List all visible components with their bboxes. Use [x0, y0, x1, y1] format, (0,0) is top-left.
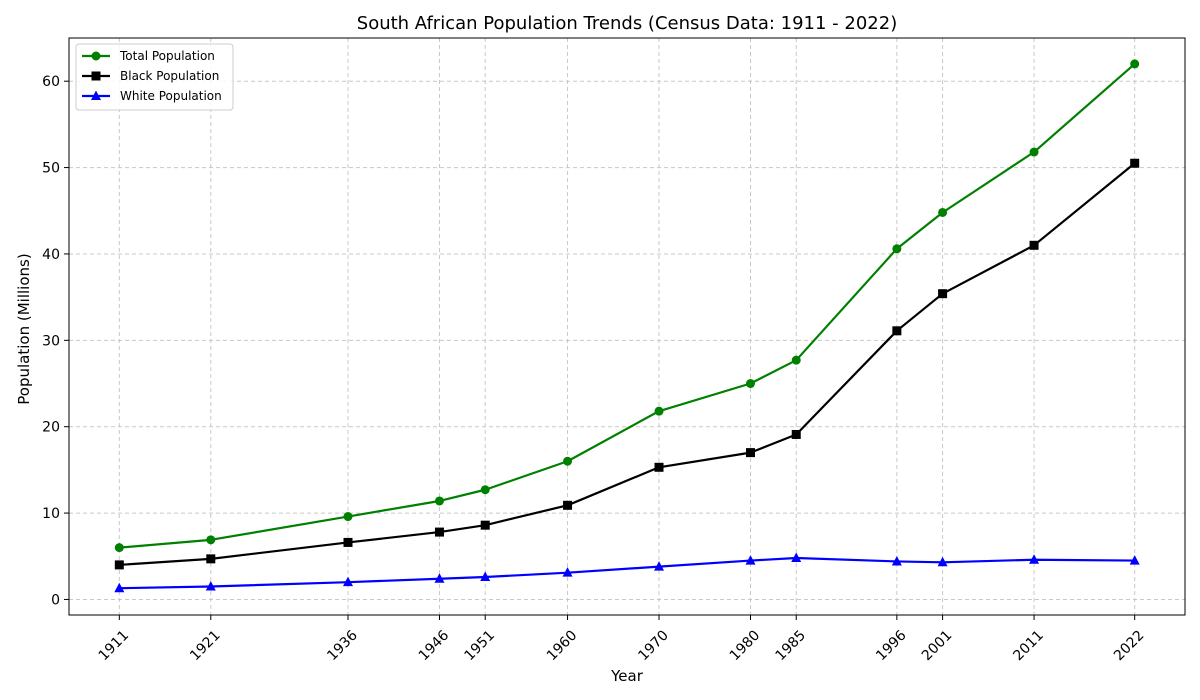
white-population-point: [562, 567, 573, 577]
legend-label: Black Population: [120, 69, 219, 83]
y-tick-label: 40: [42, 247, 60, 263]
series-layer: [114, 59, 1140, 593]
legend-item-white-population: White Population: [82, 89, 222, 103]
total-population-point: [892, 244, 902, 254]
y-axis: 0 10 20 30 40 50 60: [42, 74, 69, 608]
white-population-point: [480, 571, 491, 581]
black-population-point: [938, 289, 948, 299]
white-population-point: [434, 573, 445, 583]
x-axis: 1911 1921 1936 1946 1951 1960 1970 1980 1985 1996…: [96, 615, 1148, 664]
total-population-point: [1130, 59, 1140, 69]
x-tick-label: 1921: [187, 628, 224, 665]
y-tick-label: 30: [42, 333, 60, 349]
black-population-point: [480, 520, 490, 530]
legend-item-total-population: Total Population: [82, 49, 215, 63]
white-population-point: [654, 561, 665, 571]
legend-box: [75, 43, 234, 111]
grid: [69, 38, 1185, 615]
white-population-point: [343, 576, 353, 587]
y-axis-label: Population (Millions): [15, 253, 33, 404]
total-population-point: [938, 207, 948, 217]
white-population-point: [205, 580, 216, 591]
total-population-point: [434, 496, 444, 506]
x-tick-label: 1980: [727, 628, 764, 665]
y-tick-label: 10: [42, 506, 60, 522]
total-population-point: [480, 485, 490, 495]
x-tick-label: 1960: [544, 628, 581, 665]
y-tick-label: 0: [51, 592, 60, 608]
x-tick-label: 2022: [1111, 628, 1148, 665]
black-population-point: [343, 537, 353, 547]
total-population-point: [563, 456, 573, 466]
legend-marker-swatch: [91, 51, 101, 61]
legend-marker-swatch: [91, 71, 101, 81]
white-population-point: [1029, 554, 1040, 564]
black-population-point: [745, 448, 755, 458]
black-population-point: [206, 554, 216, 564]
black-population-line: [119, 162, 1136, 566]
white-population-point: [791, 552, 802, 562]
y-tick-label: 20: [42, 420, 60, 436]
plot-frame: [68, 37, 1186, 616]
black-population-point: [563, 500, 573, 510]
total-population-point: [791, 355, 801, 365]
black-population-point: [791, 429, 801, 439]
series-white-population: [114, 552, 1140, 593]
white-population-point: [937, 556, 948, 567]
black-population-point: [892, 326, 902, 336]
legend-item-black-population: Black Population: [82, 69, 219, 83]
x-tick-label: 2001: [919, 628, 956, 665]
total-population-point: [1029, 147, 1039, 157]
x-tick-label: 1951: [462, 628, 499, 665]
white-population-point: [114, 582, 125, 593]
x-tick-label: 1985: [773, 628, 810, 665]
black-population-point: [434, 527, 444, 537]
white-population-point: [891, 555, 902, 566]
legend-marker-swatch: [91, 90, 101, 100]
total-population-line: [119, 63, 1136, 549]
x-tick-label: 1970: [635, 628, 672, 665]
x-tick-label: 2011: [1010, 628, 1047, 665]
legend: Total Population Black Population White Po…: [75, 43, 234, 111]
legend-label: Total Population: [119, 49, 215, 63]
y-tick-label: 50: [42, 161, 60, 177]
black-population-point: [114, 560, 124, 570]
series-black-population: [114, 158, 1140, 570]
x-axis-label: Year: [610, 667, 644, 685]
black-population-point: [1130, 158, 1140, 168]
series-total-population: [114, 59, 1140, 553]
chart-title: South African Population Trends (Census …: [357, 13, 897, 34]
total-population-point: [206, 535, 216, 545]
black-population-point: [1029, 240, 1039, 250]
black-population-point: [654, 462, 664, 472]
white-population-line: [119, 556, 1135, 590]
white-population-point: [745, 555, 756, 565]
total-population-point: [745, 379, 755, 389]
white-population-point: [1129, 555, 1140, 565]
x-tick-label: 1946: [416, 627, 453, 664]
total-population-point: [654, 406, 664, 416]
x-tick-label: 1936: [324, 627, 361, 664]
x-tick-label: 1911: [96, 628, 133, 665]
y-tick-label: 60: [42, 74, 60, 90]
total-population-point: [343, 512, 353, 522]
total-population-point: [114, 543, 124, 553]
legend-label: White Population: [120, 89, 222, 103]
x-tick-label: 1996: [873, 627, 910, 664]
